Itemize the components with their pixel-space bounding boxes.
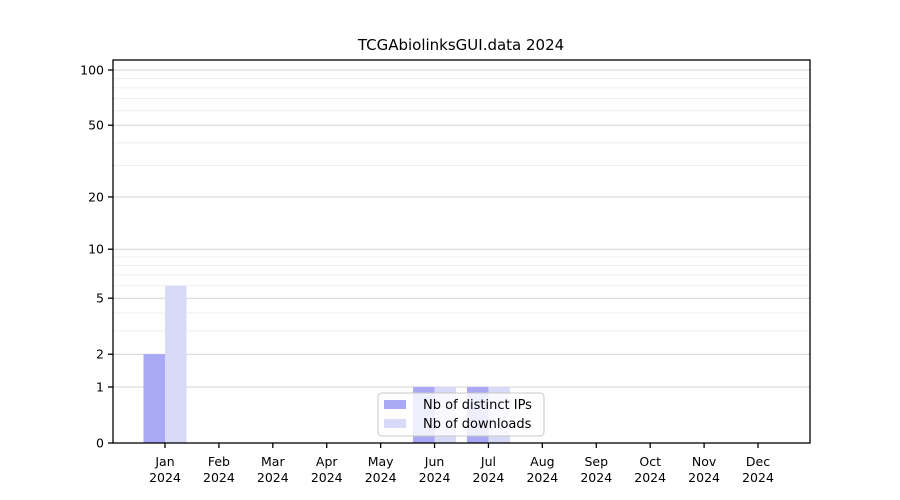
y-tick-label: 5	[96, 291, 104, 306]
y-tick-label: 0	[96, 436, 104, 451]
legend-swatch	[384, 400, 406, 409]
major-gridlines	[113, 69, 810, 388]
x-tick-label-year: 2024	[149, 470, 181, 485]
x-tick-label-month: Jan	[154, 454, 174, 469]
x-tick-label-month: Mar	[261, 454, 285, 469]
y-tick-label: 10	[88, 242, 104, 257]
x-axis: Jan2024Feb2024Mar2024Apr2024May2024Jun20…	[149, 443, 774, 485]
x-tick-label-year: 2024	[526, 470, 558, 485]
bar	[165, 285, 187, 443]
x-tick-label-year: 2024	[580, 470, 612, 485]
legend-swatch	[384, 419, 406, 428]
plot-border	[112, 59, 811, 444]
x-tick-label-month: May	[368, 454, 394, 469]
legend-box	[377, 392, 545, 437]
x-tick-label-year: 2024	[473, 470, 505, 485]
legend-label: Nb of downloads	[423, 417, 532, 432]
legend: Nb of distinct IPs Nb of downloads	[377, 392, 545, 437]
x-tick-label-year: 2024	[742, 470, 774, 485]
bar	[143, 354, 165, 443]
minor-gridlines	[113, 77, 810, 332]
legend-label: Nb of distinct IPs	[423, 398, 532, 413]
x-tick-label-year: 2024	[419, 470, 451, 485]
x-tick-label-month: Sep	[584, 454, 608, 469]
x-tick-label-month: Jul	[480, 454, 496, 469]
y-tick-label: 1	[96, 379, 104, 394]
y-tick-label: 2	[96, 347, 104, 362]
x-tick-label-month: Jun	[424, 454, 445, 469]
y-tick-label: 50	[88, 118, 104, 133]
chart-title: TCGAbiolinksGUI.data 2024	[357, 36, 564, 54]
x-tick-label-month: Nov	[692, 454, 717, 469]
x-tick-label-year: 2024	[203, 470, 235, 485]
y-tick-label: 100	[80, 63, 104, 78]
x-tick-label-month: Aug	[530, 454, 554, 469]
x-tick-label-month: Dec	[746, 454, 770, 469]
x-tick-label-year: 2024	[634, 470, 666, 485]
x-tick-label-month: Oct	[639, 454, 661, 469]
x-tick-label-year: 2024	[688, 470, 720, 485]
x-tick-label-year: 2024	[365, 470, 397, 485]
x-tick-label-month: Apr	[316, 454, 338, 469]
y-axis: 0 1 2 5 10 20 50 100	[80, 63, 113, 451]
x-tick-label-year: 2024	[257, 470, 289, 485]
x-tick-label-month: Feb	[208, 454, 230, 469]
x-tick-label-year: 2024	[311, 470, 343, 485]
y-tick-label: 20	[88, 189, 104, 204]
